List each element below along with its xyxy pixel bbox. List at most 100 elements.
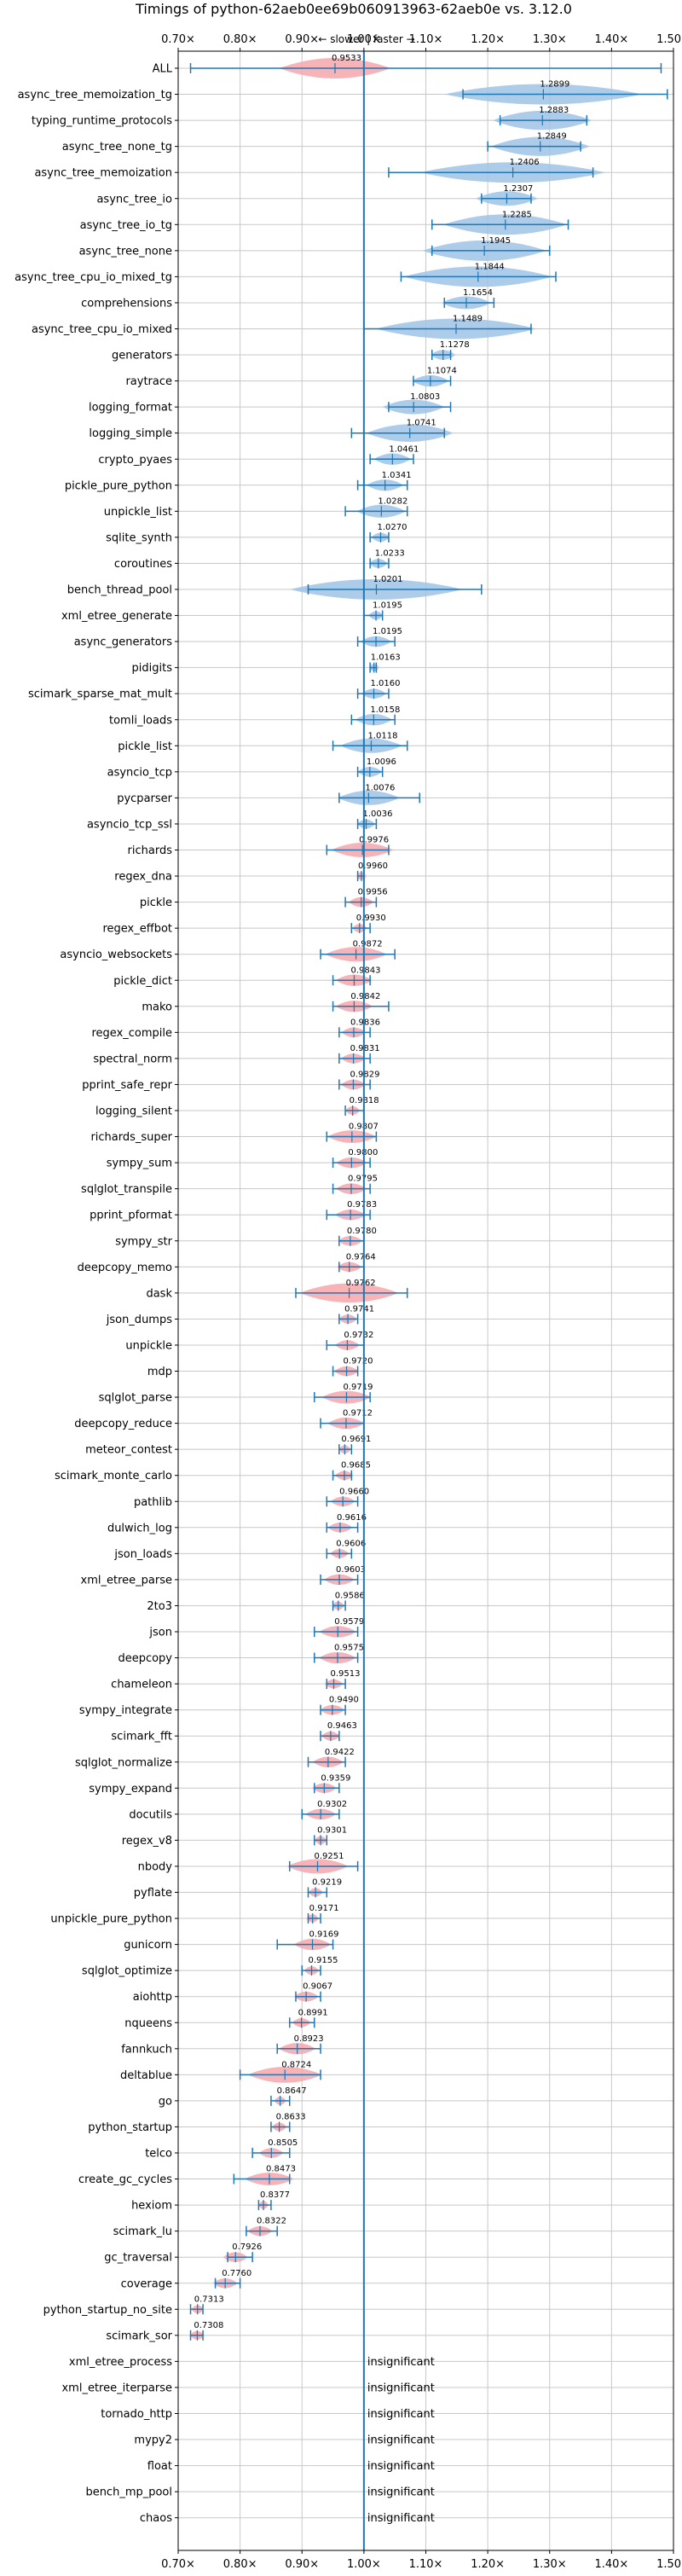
benchmark-label: sqlglot_transpile — [81, 1183, 172, 1196]
insignificant-label: insignificant — [367, 2356, 435, 2369]
value-label: 1.2899 — [540, 80, 569, 90]
benchmark-label: typing_runtime_protocols — [32, 115, 172, 128]
benchmark-label: dask — [146, 1287, 172, 1300]
value-label: 0.9843 — [350, 966, 380, 975]
value-label: 0.9603 — [336, 1565, 366, 1575]
insignificant-label: insignificant — [367, 2434, 435, 2447]
benchmark-label: sympy_sum — [107, 1157, 172, 1170]
benchmark-label: sympy_str — [115, 1235, 172, 1248]
benchmark-label: xml_etree_parse — [81, 1574, 172, 1587]
value-label: 0.9490 — [329, 1696, 359, 1705]
x-tick-label-bottom: 1.30× — [533, 2558, 567, 2571]
benchmark-label: mako — [142, 1001, 172, 1013]
benchmark-label: unpickle_pure_python — [50, 1913, 172, 1926]
value-label: 1.0096 — [367, 757, 396, 767]
benchmark-label: async_tree_none — [79, 245, 172, 258]
value-label: 1.2285 — [502, 210, 532, 219]
benchmark-label: scimark_monte_carlo — [55, 1470, 172, 1482]
value-label: 0.9764 — [346, 1252, 376, 1262]
x-tick-label-top: 0.90× — [285, 33, 319, 46]
value-label: 1.0233 — [375, 548, 405, 558]
value-label: 1.1489 — [453, 315, 483, 324]
benchmark-label: sqlglot_optimize — [82, 1965, 172, 1978]
value-label: 1.0118 — [367, 731, 397, 740]
benchmark-label: regex_compile — [91, 1027, 172, 1040]
benchmark-label: ALL — [153, 63, 173, 76]
benchmark-label: python_startup_no_site — [43, 2304, 172, 2317]
value-label: 1.2883 — [539, 106, 569, 115]
chart-title: Timings of python-62aeb0ee69b060913963-6… — [135, 1, 572, 17]
benchmark-label: sympy_integrate — [79, 1704, 172, 1717]
benchmark-label: async_tree_io — [96, 193, 172, 206]
value-label: 1.1278 — [440, 340, 470, 350]
value-label: 0.8633 — [276, 2112, 306, 2121]
value-label: 0.9219 — [312, 1878, 342, 1888]
benchmark-label: crypto_pyaes — [98, 454, 172, 467]
insignificant-label: insignificant — [367, 2408, 435, 2421]
value-label: 0.9660 — [339, 1487, 369, 1496]
x-tick-label-top: 1.00× — [347, 33, 381, 46]
benchmark-label: coroutines — [114, 558, 172, 571]
benchmark-label: logging_format — [89, 402, 172, 415]
benchmark-label: async_tree_none_tg — [62, 141, 172, 154]
benchmark-label: dulwich_log — [107, 1522, 172, 1535]
benchmark-label: bench_mp_pool — [85, 2486, 172, 2499]
benchmark-label: scimark_lu — [113, 2225, 172, 2238]
benchmark-label: comprehensions — [81, 297, 172, 310]
value-label: 0.9836 — [350, 1018, 380, 1027]
benchmark-label: nbody — [138, 1860, 173, 1873]
benchmark-label: tornado_http — [101, 2408, 172, 2421]
value-label: 0.9685 — [341, 1461, 371, 1471]
value-label: 0.9960 — [358, 862, 388, 871]
value-label: 0.8724 — [281, 2060, 311, 2069]
benchmark-label: pprint_pformat — [90, 1210, 172, 1222]
value-label: 0.9800 — [348, 1148, 378, 1157]
value-label: 0.9956 — [358, 888, 388, 897]
benchmark-label: pickle_dict — [113, 975, 172, 988]
benchmark-label: 2to3 — [147, 1600, 172, 1613]
value-label: 1.0282 — [378, 496, 407, 506]
value-label: 0.8923 — [294, 2034, 324, 2044]
insignificant-label: insignificant — [367, 2486, 435, 2499]
benchmark-label: pprint_safe_repr — [82, 1079, 172, 1092]
value-label: 0.8647 — [277, 2086, 307, 2096]
value-label: 0.9691 — [341, 1435, 371, 1444]
value-label: 0.9720 — [344, 1357, 373, 1366]
benchmark-label: sqlite_synth — [106, 531, 172, 544]
value-label: 1.0163 — [371, 653, 401, 663]
benchmark-label: gunicorn — [124, 1939, 172, 1952]
benchmark-label: pycparser — [117, 792, 172, 805]
benchmark-label: bench_thread_pool — [67, 584, 172, 597]
benchmark-label: aiohttp — [133, 1991, 172, 2004]
value-label: 0.9155 — [309, 1956, 338, 1965]
benchmark-label: pickle_pure_python — [65, 479, 172, 492]
value-label: 1.2849 — [537, 132, 567, 142]
benchmark-label: json_loads — [113, 1548, 172, 1561]
benchmark-label: python_startup — [88, 2121, 172, 2134]
value-label: 0.8505 — [268, 2138, 298, 2148]
benchmark-label: async_tree_cpu_io_mixed_tg — [14, 271, 172, 284]
benchmark-label: unpickle — [125, 1339, 172, 1352]
value-label: 0.9783 — [347, 1200, 377, 1210]
benchmark-label: xml_etree_process — [69, 2356, 172, 2369]
benchmark-label: scimark_sparse_mat_mult — [28, 688, 172, 701]
benchmark-label: mypy2 — [134, 2434, 172, 2447]
value-label: 0.9169 — [309, 1930, 339, 1940]
value-label: 0.9976 — [359, 836, 389, 845]
benchmark-label: fannkuch — [121, 2043, 172, 2056]
value-label: 1.0076 — [365, 783, 395, 792]
value-label: 1.1074 — [427, 367, 457, 376]
x-tick-label-top: 0.70× — [161, 33, 195, 46]
value-label: 0.9719 — [343, 1383, 373, 1392]
value-label: 0.9732 — [344, 1331, 373, 1340]
insignificant-label: insignificant — [367, 2512, 435, 2525]
benchmark-label: asyncio_tcp — [107, 766, 172, 779]
value-label: 0.9616 — [337, 1513, 367, 1523]
benchmark-label: async_tree_io_tg — [80, 219, 172, 232]
value-label: 0.9780 — [347, 1227, 377, 1236]
benchmark-label: deepcopy — [118, 1652, 172, 1665]
benchmark-label: regex_dna — [114, 871, 172, 884]
x-tick-label-bottom: 0.80× — [223, 2558, 257, 2571]
value-label: 0.9829 — [350, 1070, 379, 1079]
